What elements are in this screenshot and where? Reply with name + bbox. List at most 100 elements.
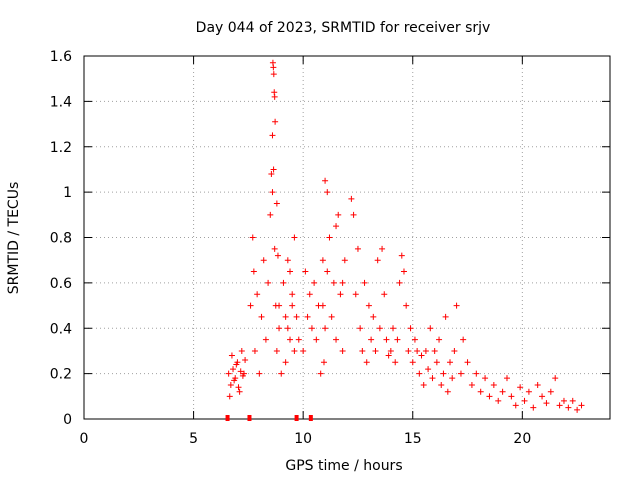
data-point xyxy=(284,325,291,332)
data-point xyxy=(512,402,519,409)
data-point xyxy=(242,357,249,364)
data-point xyxy=(282,359,289,366)
data-point xyxy=(396,279,403,286)
data-point xyxy=(289,291,296,298)
data-point xyxy=(411,336,418,343)
data-point xyxy=(278,370,285,377)
data-point xyxy=(427,325,434,332)
data-point xyxy=(486,393,493,400)
data-point xyxy=(578,402,585,409)
data-point xyxy=(556,402,563,409)
data-point xyxy=(374,257,381,264)
data-point xyxy=(238,347,245,354)
x-tick-label: 5 xyxy=(189,431,198,447)
data-point xyxy=(365,302,372,309)
data-point xyxy=(249,234,256,241)
data-point xyxy=(291,234,298,241)
data-point xyxy=(276,302,283,309)
data-point xyxy=(409,359,416,366)
data-point xyxy=(387,347,394,354)
x-tick-label: 20 xyxy=(513,431,531,447)
data-point xyxy=(300,347,307,354)
data-point xyxy=(449,375,456,382)
data-point xyxy=(319,302,326,309)
data-point xyxy=(525,388,532,395)
data-point xyxy=(414,347,421,354)
data-point xyxy=(490,381,497,388)
data-point xyxy=(306,291,313,298)
data-point xyxy=(508,393,515,400)
data-point xyxy=(416,370,423,377)
data-point xyxy=(392,359,399,366)
data-point xyxy=(442,313,449,320)
data-point xyxy=(521,397,528,404)
data-point xyxy=(231,377,238,384)
plot-frame xyxy=(83,55,611,420)
data-point xyxy=(269,189,276,196)
data-point xyxy=(383,336,390,343)
data-point xyxy=(418,352,425,359)
data-point xyxy=(400,268,407,275)
data-point xyxy=(390,325,397,332)
data-point xyxy=(539,393,546,400)
data-point xyxy=(230,366,237,373)
data-point xyxy=(574,406,581,413)
data-point xyxy=(482,375,489,382)
data-point xyxy=(330,279,337,286)
data-point xyxy=(444,388,451,395)
data-points xyxy=(225,59,585,413)
data-point xyxy=(477,388,484,395)
y-tick-label: 1.2 xyxy=(50,140,72,156)
data-point xyxy=(425,366,432,373)
data-point xyxy=(254,291,261,298)
data-point xyxy=(363,359,370,366)
data-point xyxy=(543,400,550,407)
data-point xyxy=(534,381,541,388)
data-point xyxy=(422,347,429,354)
data-point xyxy=(376,325,383,332)
data-point xyxy=(302,268,309,275)
y-tick-label: 0 xyxy=(63,412,72,428)
data-point xyxy=(438,381,445,388)
data-point xyxy=(429,375,436,382)
data-point xyxy=(335,211,342,218)
y-tick-label: 1.4 xyxy=(50,94,72,110)
data-point xyxy=(239,372,246,379)
data-point xyxy=(293,313,300,320)
data-point xyxy=(565,404,572,411)
grid-lines xyxy=(84,56,610,419)
y-axis-label: SRMTID / TECUs xyxy=(6,182,22,295)
data-point xyxy=(361,279,368,286)
data-point xyxy=(381,291,388,298)
data-point xyxy=(228,352,235,359)
data-point xyxy=(258,313,265,320)
data-point xyxy=(457,370,464,377)
data-point xyxy=(265,279,272,286)
data-point xyxy=(313,336,320,343)
data-point xyxy=(289,302,296,309)
data-point xyxy=(339,347,346,354)
data-point xyxy=(368,336,375,343)
x-tick-label: 10 xyxy=(294,431,312,447)
rug-markers xyxy=(225,415,313,421)
data-point xyxy=(333,336,340,343)
data-point xyxy=(262,336,269,343)
data-point xyxy=(341,257,348,264)
data-point xyxy=(267,211,274,218)
data-point xyxy=(337,291,344,298)
data-point xyxy=(270,71,277,78)
data-point xyxy=(291,347,298,354)
data-point xyxy=(319,257,326,264)
data-point xyxy=(405,347,412,354)
data-point xyxy=(317,370,324,377)
data-point xyxy=(420,381,427,388)
data-point xyxy=(284,257,291,264)
data-point xyxy=(271,93,278,100)
rug-marker xyxy=(308,415,313,421)
data-point xyxy=(272,118,279,125)
data-point xyxy=(236,388,243,395)
data-point xyxy=(225,370,232,377)
data-point xyxy=(348,195,355,202)
data-point xyxy=(320,359,327,366)
